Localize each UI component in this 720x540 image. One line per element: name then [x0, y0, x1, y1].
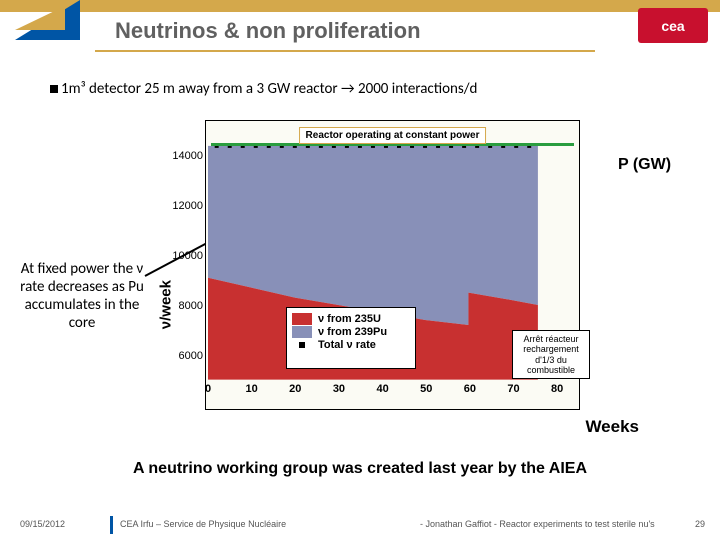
p-gw-label: P (GW): [618, 156, 671, 174]
footer-date: 09/15/2012: [20, 519, 65, 529]
x-tick: 80: [551, 381, 563, 395]
chart-container: ν/week Reactor operating at constant pow…: [170, 120, 600, 440]
legend-row: ν from 235U: [292, 313, 410, 325]
x-tick: 70: [507, 381, 519, 395]
y-tick: 8000: [179, 300, 206, 312]
y-tick: 6000: [179, 350, 206, 362]
x-tick: 10: [246, 381, 258, 395]
x-tick: 0: [205, 381, 211, 395]
slide-title: Neutrinos & non proliferation: [115, 18, 421, 44]
x-tick: 30: [333, 381, 345, 395]
title-underline: [95, 50, 595, 52]
legend: ν from 235Uν from 239PuTotal ν rate: [286, 307, 416, 369]
y-tick: 14000: [172, 150, 206, 162]
bullet-text: 1m³ detector 25 m away from a 3 GW react…: [61, 80, 477, 98]
footer-affiliation: CEA Irfu – Service de Physique Nucléaire: [120, 519, 286, 529]
left-annotation: At fixed power the ν rate decreases as P…: [12, 260, 152, 332]
legend-label: Total ν rate: [318, 339, 376, 351]
chart-top-annotation: Reactor operating at constant power: [299, 127, 487, 144]
cea-logo: cea: [638, 8, 708, 43]
x-tick: 50: [420, 381, 432, 395]
legend-row: ν from 239Pu: [292, 326, 410, 338]
legend-swatch: [292, 326, 312, 338]
footer-author: - Jonathan Gaffiot - Reactor experiments…: [420, 519, 655, 529]
legend-row: Total ν rate: [292, 339, 410, 351]
bullet-icon: [50, 85, 58, 93]
slide-header: Neutrinos & non proliferation cea: [0, 0, 720, 55]
bottom-statement: A neutrino working group was created las…: [0, 460, 720, 478]
title-bar: Neutrinos & non proliferation: [0, 10, 720, 52]
page-number: 29: [695, 519, 705, 529]
x-tick: 20: [289, 381, 301, 395]
y-tick: 10000: [172, 250, 206, 262]
y-tick: 12000: [172, 200, 206, 212]
x-tick: 60: [464, 381, 476, 395]
x-tick: 40: [376, 381, 388, 395]
footer-bar: [110, 516, 113, 534]
legend-swatch: [292, 339, 312, 351]
legend-label: ν from 235U: [318, 313, 381, 325]
y-axis-label: ν/week: [158, 280, 175, 329]
footer: 09/15/2012 CEA Irfu – Service de Physiqu…: [0, 514, 720, 534]
bullet-line: 1m³ detector 25 m away from a 3 GW react…: [50, 80, 477, 98]
x-axis-label: Weeks: [585, 417, 639, 437]
legend-label: ν from 239Pu: [318, 326, 387, 338]
legend-swatch: [292, 313, 312, 325]
right-annotation: Arrêt réacteur rechargement d'1/3 du com…: [512, 330, 590, 379]
